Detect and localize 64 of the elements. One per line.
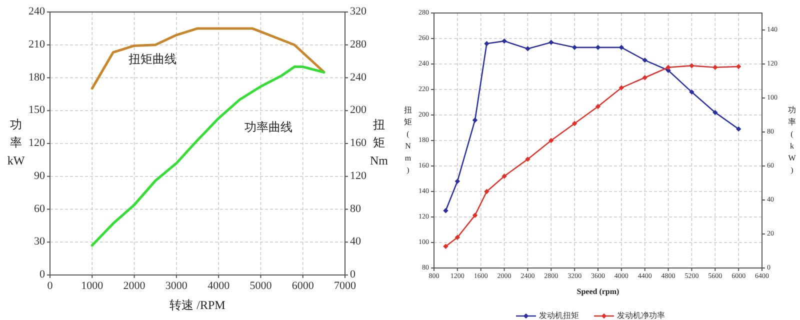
legend-label: 发动机扭矩 xyxy=(539,310,579,320)
point xyxy=(443,244,448,250)
y2-tick-label: 280 xyxy=(350,38,367,50)
point xyxy=(618,44,624,50)
y2-tick-label: 120 xyxy=(350,170,367,182)
y-tick-label: 180 xyxy=(28,71,46,84)
point xyxy=(525,46,530,52)
y2-tick-label: 80 xyxy=(350,202,362,215)
y2-tick-label: 320 xyxy=(350,6,367,18)
x-tick-label: 4000 xyxy=(208,280,230,292)
point xyxy=(689,63,694,68)
point xyxy=(548,138,554,144)
point xyxy=(472,212,478,218)
point xyxy=(484,41,490,46)
annotation: 功率曲线 xyxy=(244,120,293,134)
point xyxy=(484,188,490,194)
x-axis-title: 转速 /RPM xyxy=(170,298,226,312)
point xyxy=(443,208,448,214)
x-tick-label: 5000 xyxy=(250,280,272,292)
point xyxy=(572,120,578,126)
y-tick-label: 60 xyxy=(34,202,46,215)
point xyxy=(712,110,718,116)
y-tick-label: 240 xyxy=(28,6,46,18)
point xyxy=(666,64,671,70)
y-axis-title: 功率 kW xyxy=(7,117,26,168)
point xyxy=(454,234,460,240)
line-series xyxy=(90,66,326,247)
y2-axis-title: 功率(kW) xyxy=(788,105,796,174)
x-tick-label: 1000 xyxy=(81,280,104,292)
y-axis-title: 扭矩(Nm) xyxy=(404,105,412,174)
y-tick-label: 150 xyxy=(28,104,46,116)
y-tick-label: 30 xyxy=(34,236,46,248)
x-tick-label: 0 xyxy=(47,280,54,292)
x-tick-label: 7000 xyxy=(334,280,356,292)
point xyxy=(572,44,578,50)
y-tick-label: 120 xyxy=(28,137,46,150)
point xyxy=(454,178,460,184)
y2-tick-label: 40 xyxy=(350,236,362,248)
y2-tick-label: 160 xyxy=(350,137,367,150)
point xyxy=(502,174,507,179)
y2-tick-label: 240 xyxy=(350,71,367,84)
point xyxy=(736,126,742,132)
legend-label: 发动机净功率 xyxy=(617,310,665,320)
annotation: 扭矩曲线 xyxy=(128,52,176,66)
point xyxy=(472,118,478,123)
x-axis-title: Speed (rpm) xyxy=(576,287,620,296)
x-tick-label: 6000 xyxy=(292,280,314,292)
y-tick-label: 210 xyxy=(28,38,46,50)
point xyxy=(712,64,718,70)
y-tick-label: 90 xyxy=(34,170,46,182)
point xyxy=(618,85,624,90)
line-series xyxy=(90,27,326,90)
point xyxy=(595,44,601,50)
y2-tick-label: 200 xyxy=(350,104,367,116)
point xyxy=(642,75,648,80)
x-tick-label: 2000 xyxy=(123,280,146,292)
point xyxy=(689,89,694,95)
y2-axis-title: 扭矩 Nm xyxy=(370,117,389,168)
point xyxy=(525,156,530,162)
x-tick-label: 3000 xyxy=(165,280,188,292)
point xyxy=(502,38,507,44)
point xyxy=(548,40,554,45)
point xyxy=(642,58,648,63)
point xyxy=(595,104,601,110)
